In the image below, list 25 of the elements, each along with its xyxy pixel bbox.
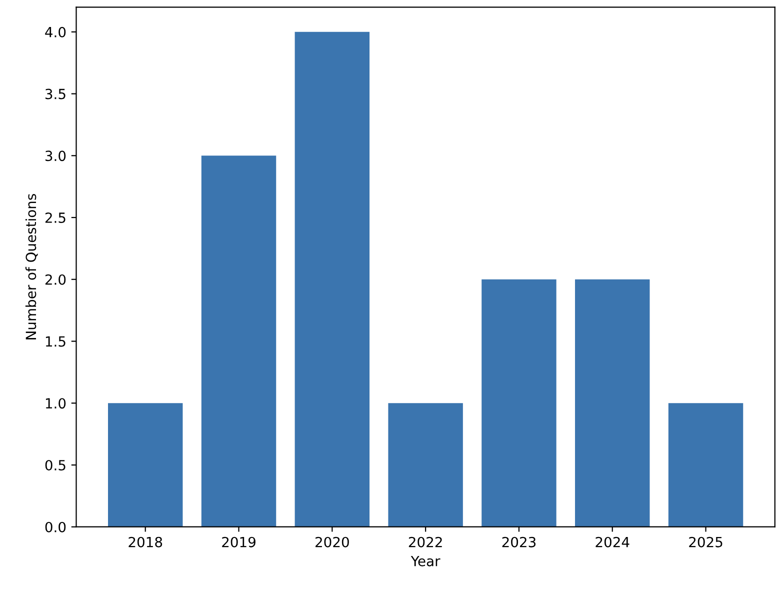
y-tick-label: 2.5 <box>45 212 66 223</box>
y-tick-label: 1.5 <box>46 336 66 347</box>
y-tick-label: 3.5 <box>45 88 66 100</box>
x-tick-label: 2020 <box>316 536 349 548</box>
bar <box>108 403 183 527</box>
x-tick-label: 2025 <box>689 536 722 548</box>
x-tick-label: 2018 <box>128 536 162 548</box>
x-tick-label: 2022 <box>408 536 442 548</box>
bar <box>201 156 276 527</box>
y-tick-label: 0.0 <box>45 522 66 532</box>
bar <box>575 279 650 527</box>
bar <box>482 279 556 527</box>
y-tick-label: 3.0 <box>45 150 66 162</box>
bar <box>388 403 463 527</box>
y-tick-label: 4.0 <box>45 26 66 38</box>
x-tick-label: 2019 <box>222 536 256 548</box>
x-axis-title: Year <box>410 556 440 566</box>
y-tick-label: 0.5 <box>45 460 66 470</box>
bar <box>294 32 370 527</box>
y-axis-title: Number of Questions <box>25 194 38 340</box>
bar <box>668 403 744 527</box>
x-tick-label: 2023 <box>502 536 536 548</box>
y-tick-label: 1.0 <box>46 398 66 409</box>
y-tick-label: 2.0 <box>45 274 66 285</box>
x-tick-label: 2024 <box>596 536 630 548</box>
